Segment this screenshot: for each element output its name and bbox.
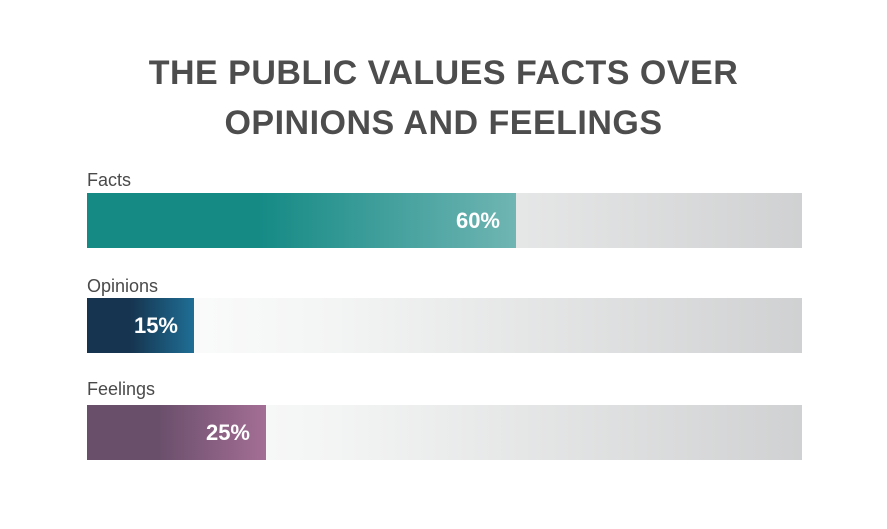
data-label-facts: 60% [455, 208, 500, 233]
category-label-opinions: Opinions [87, 276, 159, 296]
category-label-facts: Facts [87, 170, 132, 190]
data-label-opinions: 15% [133, 313, 178, 338]
data-label-feelings: 25% [205, 420, 250, 445]
bar-track-opinions [87, 298, 802, 353]
bar-facts: 60% [87, 193, 516, 248]
bar-opinions: 15% [87, 298, 194, 353]
chart-title: THE PUBLIC VALUES FACTS OVER OPINIONS AN… [0, 48, 887, 148]
chart-title-line-2: OPINIONS AND FEELINGS [224, 104, 663, 142]
bar-feelings: 25% [87, 405, 266, 460]
chart-title-line-1: THE PUBLIC VALUES FACTS OVER [148, 54, 739, 92]
category-label-feelings: Feelings [87, 379, 156, 399]
